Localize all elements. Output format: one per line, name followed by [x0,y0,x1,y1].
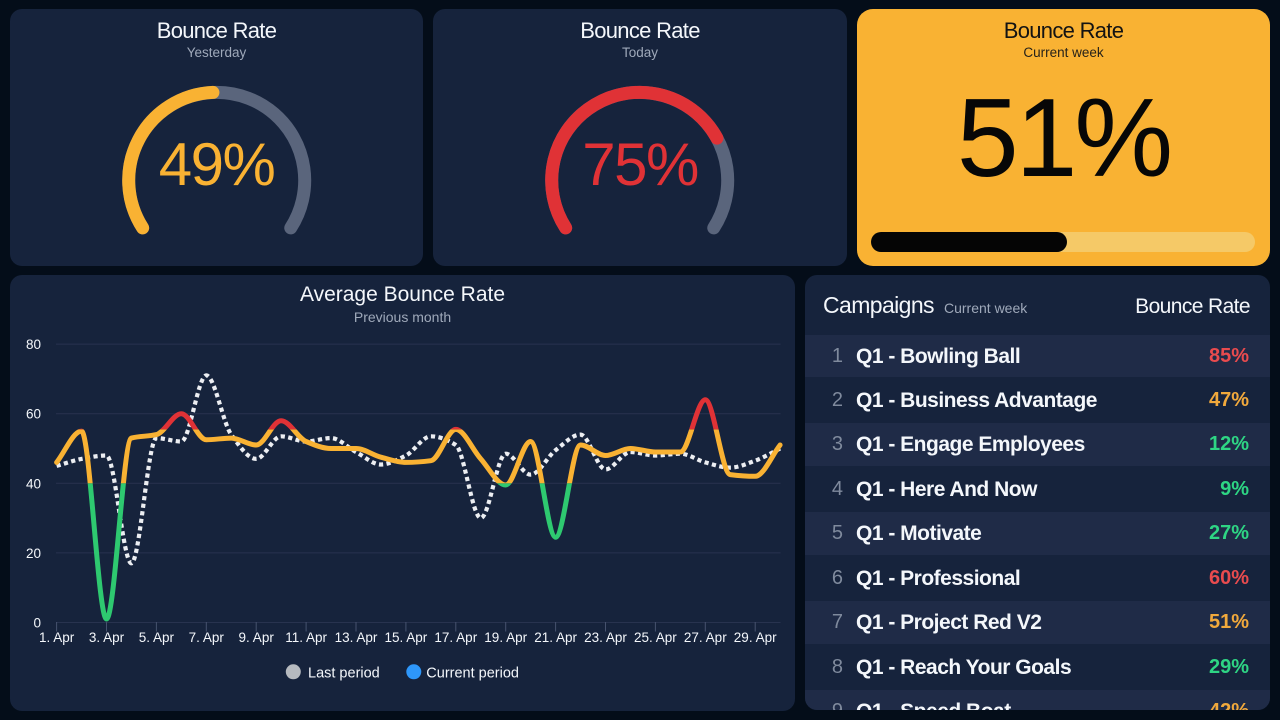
svg-text:60: 60 [26,407,41,422]
svg-text:13. Apr: 13. Apr [335,630,378,645]
svg-text:29. Apr: 29. Apr [734,630,777,645]
svg-text:9. Apr: 9. Apr [239,630,275,645]
svg-text:25. Apr: 25. Apr [634,630,677,645]
svg-text:21. Apr: 21. Apr [534,630,577,645]
svg-text:Last period: Last period [308,666,380,682]
svg-text:Current period: Current period [426,666,519,682]
svg-text:80: 80 [26,337,41,352]
svg-text:7. Apr: 7. Apr [189,630,225,645]
svg-text:0: 0 [33,616,41,631]
svg-text:27. Apr: 27. Apr [684,630,727,645]
svg-text:5. Apr: 5. Apr [139,630,175,645]
svg-text:3. Apr: 3. Apr [89,630,125,645]
svg-text:15. Apr: 15. Apr [385,630,428,645]
svg-text:40: 40 [26,476,41,491]
svg-text:11. Apr: 11. Apr [285,630,327,645]
svg-text:1. Apr: 1. Apr [39,630,75,645]
svg-text:19. Apr: 19. Apr [484,630,527,645]
svg-text:17. Apr: 17. Apr [434,630,477,645]
svg-text:20: 20 [26,546,41,561]
svg-text:23. Apr: 23. Apr [584,630,627,645]
